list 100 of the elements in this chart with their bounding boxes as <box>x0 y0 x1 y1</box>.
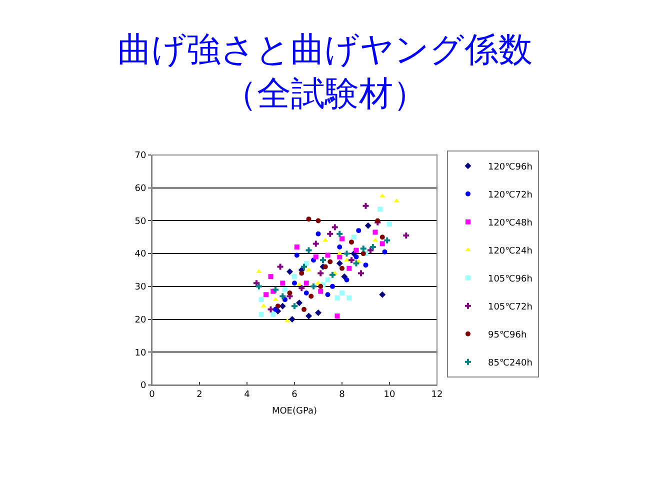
x-axis-title: MOE(GPa) <box>272 406 318 417</box>
point <box>370 244 376 250</box>
x-tick-label: 2 <box>196 390 202 400</box>
point <box>292 280 297 286</box>
point <box>294 244 300 250</box>
point <box>344 277 350 282</box>
point <box>286 268 293 275</box>
point <box>301 264 307 270</box>
point <box>382 249 388 254</box>
point <box>296 300 302 306</box>
point <box>379 291 386 298</box>
point <box>282 287 288 292</box>
legend-label: 120℃24h <box>488 246 532 256</box>
point <box>258 312 264 317</box>
legend-label: 120℃96h <box>488 162 532 172</box>
point <box>325 277 330 282</box>
legend-label: 120℃72h <box>488 190 532 200</box>
point <box>346 266 352 271</box>
point <box>264 292 268 298</box>
point <box>277 264 284 270</box>
point <box>330 272 336 278</box>
y-tick-label: 0 <box>140 381 146 392</box>
y-tick-label: 30 <box>134 282 146 293</box>
point <box>354 254 359 260</box>
point <box>288 316 296 323</box>
point <box>346 295 352 300</box>
point <box>318 270 324 276</box>
point <box>294 252 300 258</box>
point <box>334 295 340 300</box>
point <box>380 234 385 240</box>
point <box>340 290 344 296</box>
legend-label: 105℃96h <box>488 274 532 284</box>
point <box>384 237 390 244</box>
point <box>280 280 286 286</box>
point <box>299 270 304 276</box>
point <box>298 285 305 292</box>
y-tick-label: 70 <box>134 151 146 162</box>
point <box>327 230 334 237</box>
point <box>328 259 333 264</box>
point <box>316 231 321 236</box>
y-tick-label: 60 <box>134 184 146 194</box>
point <box>340 266 344 271</box>
x-tick-label: 0 <box>149 390 156 400</box>
point <box>272 286 278 293</box>
chart-title: 曲げ強さと曲げヤング係数（全試験材） <box>116 29 534 116</box>
legend-label: 95℃96h <box>488 330 527 340</box>
point <box>306 312 312 320</box>
point <box>322 264 328 270</box>
point <box>358 270 364 276</box>
point <box>354 248 359 253</box>
point <box>336 260 343 267</box>
x-tick-label: 8 <box>339 390 346 400</box>
point <box>387 222 392 226</box>
point <box>337 254 342 260</box>
point <box>364 222 372 229</box>
y-tick-label: 40 <box>134 250 146 260</box>
point <box>353 260 360 266</box>
x-tick-label: 4 <box>244 390 250 400</box>
point <box>280 293 286 300</box>
x-tick-label: 6 <box>292 390 298 400</box>
point <box>325 292 330 298</box>
point <box>258 297 264 302</box>
point <box>360 251 366 256</box>
point <box>304 280 309 286</box>
legend-label: 85℃240h <box>488 358 532 368</box>
point <box>332 224 338 230</box>
point <box>256 283 262 290</box>
point <box>344 250 350 257</box>
point <box>315 309 322 316</box>
point <box>279 302 286 310</box>
point <box>308 294 314 299</box>
x-tick-label: 12 <box>431 390 443 400</box>
point <box>356 228 362 234</box>
point <box>270 312 276 317</box>
point <box>362 202 369 209</box>
point <box>268 306 274 312</box>
point <box>287 290 292 296</box>
point <box>306 216 312 222</box>
point <box>313 254 318 260</box>
point <box>337 244 342 250</box>
y-tick-label: 50 <box>134 216 146 227</box>
point <box>348 257 354 264</box>
point <box>304 290 309 296</box>
point <box>254 280 260 286</box>
point <box>372 230 378 235</box>
y-tick-label: 10 <box>134 348 146 358</box>
point <box>292 274 297 280</box>
point <box>341 273 348 280</box>
point <box>330 284 335 289</box>
point <box>302 306 306 312</box>
point <box>318 284 324 289</box>
point <box>351 234 356 240</box>
point <box>360 246 366 252</box>
point <box>336 230 343 237</box>
point <box>306 247 312 254</box>
point <box>316 218 321 224</box>
point <box>363 262 368 268</box>
point <box>275 304 280 309</box>
point <box>325 252 330 258</box>
point <box>403 232 410 238</box>
